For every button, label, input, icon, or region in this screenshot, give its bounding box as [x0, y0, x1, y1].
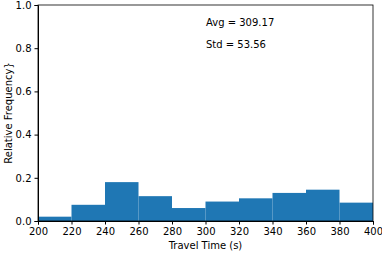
y-tick-label: 0.2 — [16, 173, 32, 184]
x-tick-mark — [206, 221, 207, 225]
x-tick: 240 — [96, 221, 115, 237]
x-tick: 400 — [364, 221, 382, 237]
x-tick: 340 — [263, 221, 282, 237]
bars — [38, 182, 373, 221]
x-tick-mark — [172, 221, 173, 225]
bar — [38, 217, 72, 221]
y-tick-mark — [35, 5, 39, 6]
x-tick: 260 — [129, 221, 148, 237]
x-tick: 300 — [196, 221, 215, 237]
x-tick-label: 380 — [330, 226, 349, 237]
y-tick: 0.4 — [16, 129, 38, 140]
bar — [340, 203, 374, 221]
x-tick-label: 320 — [230, 226, 249, 237]
y-axis: 0.0 0.2 0.4 0.6 0.8 1.0 — [16, 0, 39, 227]
y-tick-label: 0.8 — [16, 43, 32, 54]
x-tick-label: 280 — [163, 226, 182, 237]
y-tick-label: 0.4 — [16, 129, 32, 140]
bar — [139, 196, 173, 221]
x-tick-label: 340 — [263, 226, 282, 237]
x-tick: 320 — [230, 221, 249, 237]
x-tick-mark — [105, 221, 106, 225]
x-tick-label: 400 — [364, 226, 382, 237]
bar — [72, 205, 106, 221]
y-tick: 1.0 — [16, 0, 38, 11]
bar — [105, 182, 139, 221]
bar — [273, 193, 307, 221]
frame — [38, 5, 373, 221]
x-tick: 280 — [163, 221, 182, 237]
y-tick-mark — [35, 91, 39, 92]
bar — [306, 190, 340, 221]
x-tick: 380 — [330, 221, 349, 237]
x-tick-label: 360 — [297, 226, 316, 237]
annotation: Avg = 309.17 — [206, 17, 274, 28]
x-axis-line — [39, 222, 374, 225]
y-tick-mark — [35, 221, 39, 222]
x-tick-mark — [273, 221, 274, 225]
bar — [172, 208, 206, 221]
x-axis: 200 220 240 260 280 300 320 340 360 380 400 — [29, 221, 382, 237]
bar — [206, 202, 240, 221]
y-axis-line — [35, 6, 39, 222]
annotation: Std = 53.56 — [206, 39, 266, 50]
x-tick-mark — [239, 221, 240, 225]
x-tick-label: 300 — [196, 226, 215, 237]
x-tick-mark — [139, 221, 140, 225]
bar — [239, 198, 273, 221]
x-tick-mark — [72, 221, 73, 225]
plot: 2002202402602803003203403603804000.00.20… — [16, 0, 382, 237]
x-tick-label: 200 — [29, 226, 48, 237]
chart: 2002202402602803003203403603804000.00.20… — [0, 0, 382, 253]
x-tick-mark — [306, 221, 307, 225]
y-tick-label: 1.0 — [16, 0, 32, 11]
x-tick-mark — [373, 221, 374, 225]
y-tick-mark — [35, 48, 39, 49]
y-tick: 0.6 — [16, 86, 38, 97]
y-tick-mark — [35, 135, 39, 136]
y-tick: 0.2 — [16, 173, 38, 184]
y-tick: 0.0 — [16, 216, 38, 227]
x-tick: 200 — [29, 221, 48, 237]
x-tick-label: 240 — [96, 226, 115, 237]
y-tick-mark — [35, 178, 39, 179]
x-axis-title: Travel Time (s) — [168, 240, 243, 251]
y-tick-label: 0.6 — [16, 86, 32, 97]
y-axis-title: Relative Frequency} — [3, 62, 14, 164]
x-tick-label: 220 — [62, 226, 81, 237]
x-tick: 220 — [62, 221, 81, 237]
y-tick: 0.8 — [16, 43, 38, 54]
y-tick-label: 0.0 — [16, 216, 32, 227]
x-tick-mark — [340, 221, 341, 225]
x-tick-label: 260 — [129, 226, 148, 237]
x-tick: 360 — [297, 221, 316, 237]
